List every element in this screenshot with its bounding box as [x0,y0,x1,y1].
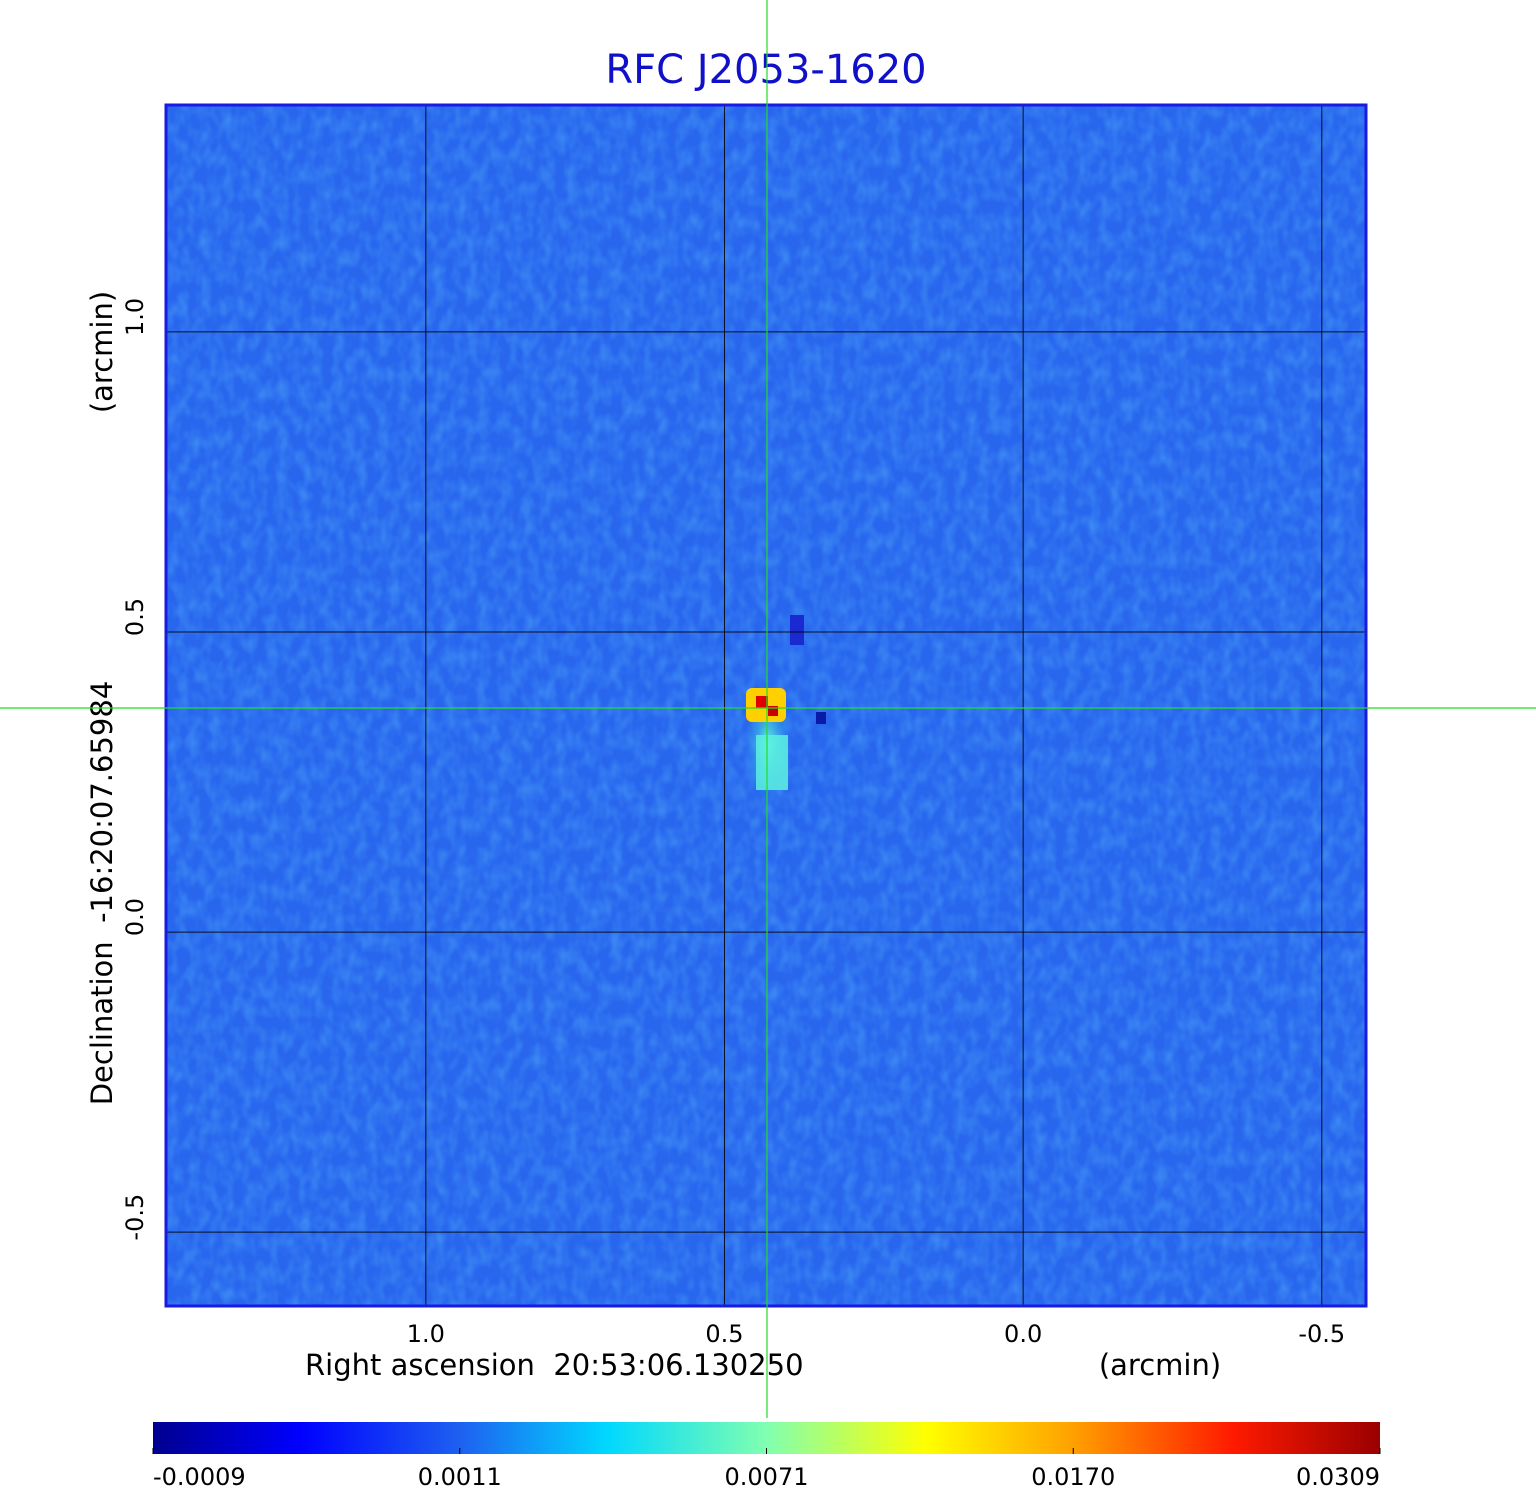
source-peak [768,706,778,716]
plot-frame [164,103,1368,1308]
colorbar-tick-label: 0.0309 [1296,1463,1380,1491]
x-tick-label: 1.0 [407,1320,445,1348]
y-tick-label: 0.0 [121,898,149,936]
y-axis-unit: (arcmin) [85,291,119,413]
colorbar-tick-label: 0.0071 [725,1463,809,1491]
y-tick-label: -0.5 [121,1194,149,1241]
colorbar-tick-label: -0.0009 [153,1463,246,1491]
source-peak [756,696,768,708]
x-tick-label: 0.0 [1004,1320,1042,1348]
source-jet [756,735,788,790]
colorbar-tick-label: 0.0170 [1031,1463,1115,1491]
x-tick-label: 0.5 [705,1320,743,1348]
x-axis-unit: (arcmin) [1099,1348,1221,1382]
x-tick-label: -0.5 [1298,1320,1345,1348]
negative-lobe [816,712,826,724]
x-axis-label: Right ascension 20:53:06.130250 [305,1348,804,1382]
image-map [166,105,1366,1306]
colorbar-tick-label: 0.0011 [418,1463,502,1491]
negative-lobe [790,615,804,645]
y-tick-label: 1.0 [121,298,149,336]
y-axis-label: Declination -16:20:07.65984 [85,681,119,1106]
y-tick-label: 0.5 [121,598,149,636]
chart-title: RFC J2053-1620 [605,47,926,93]
